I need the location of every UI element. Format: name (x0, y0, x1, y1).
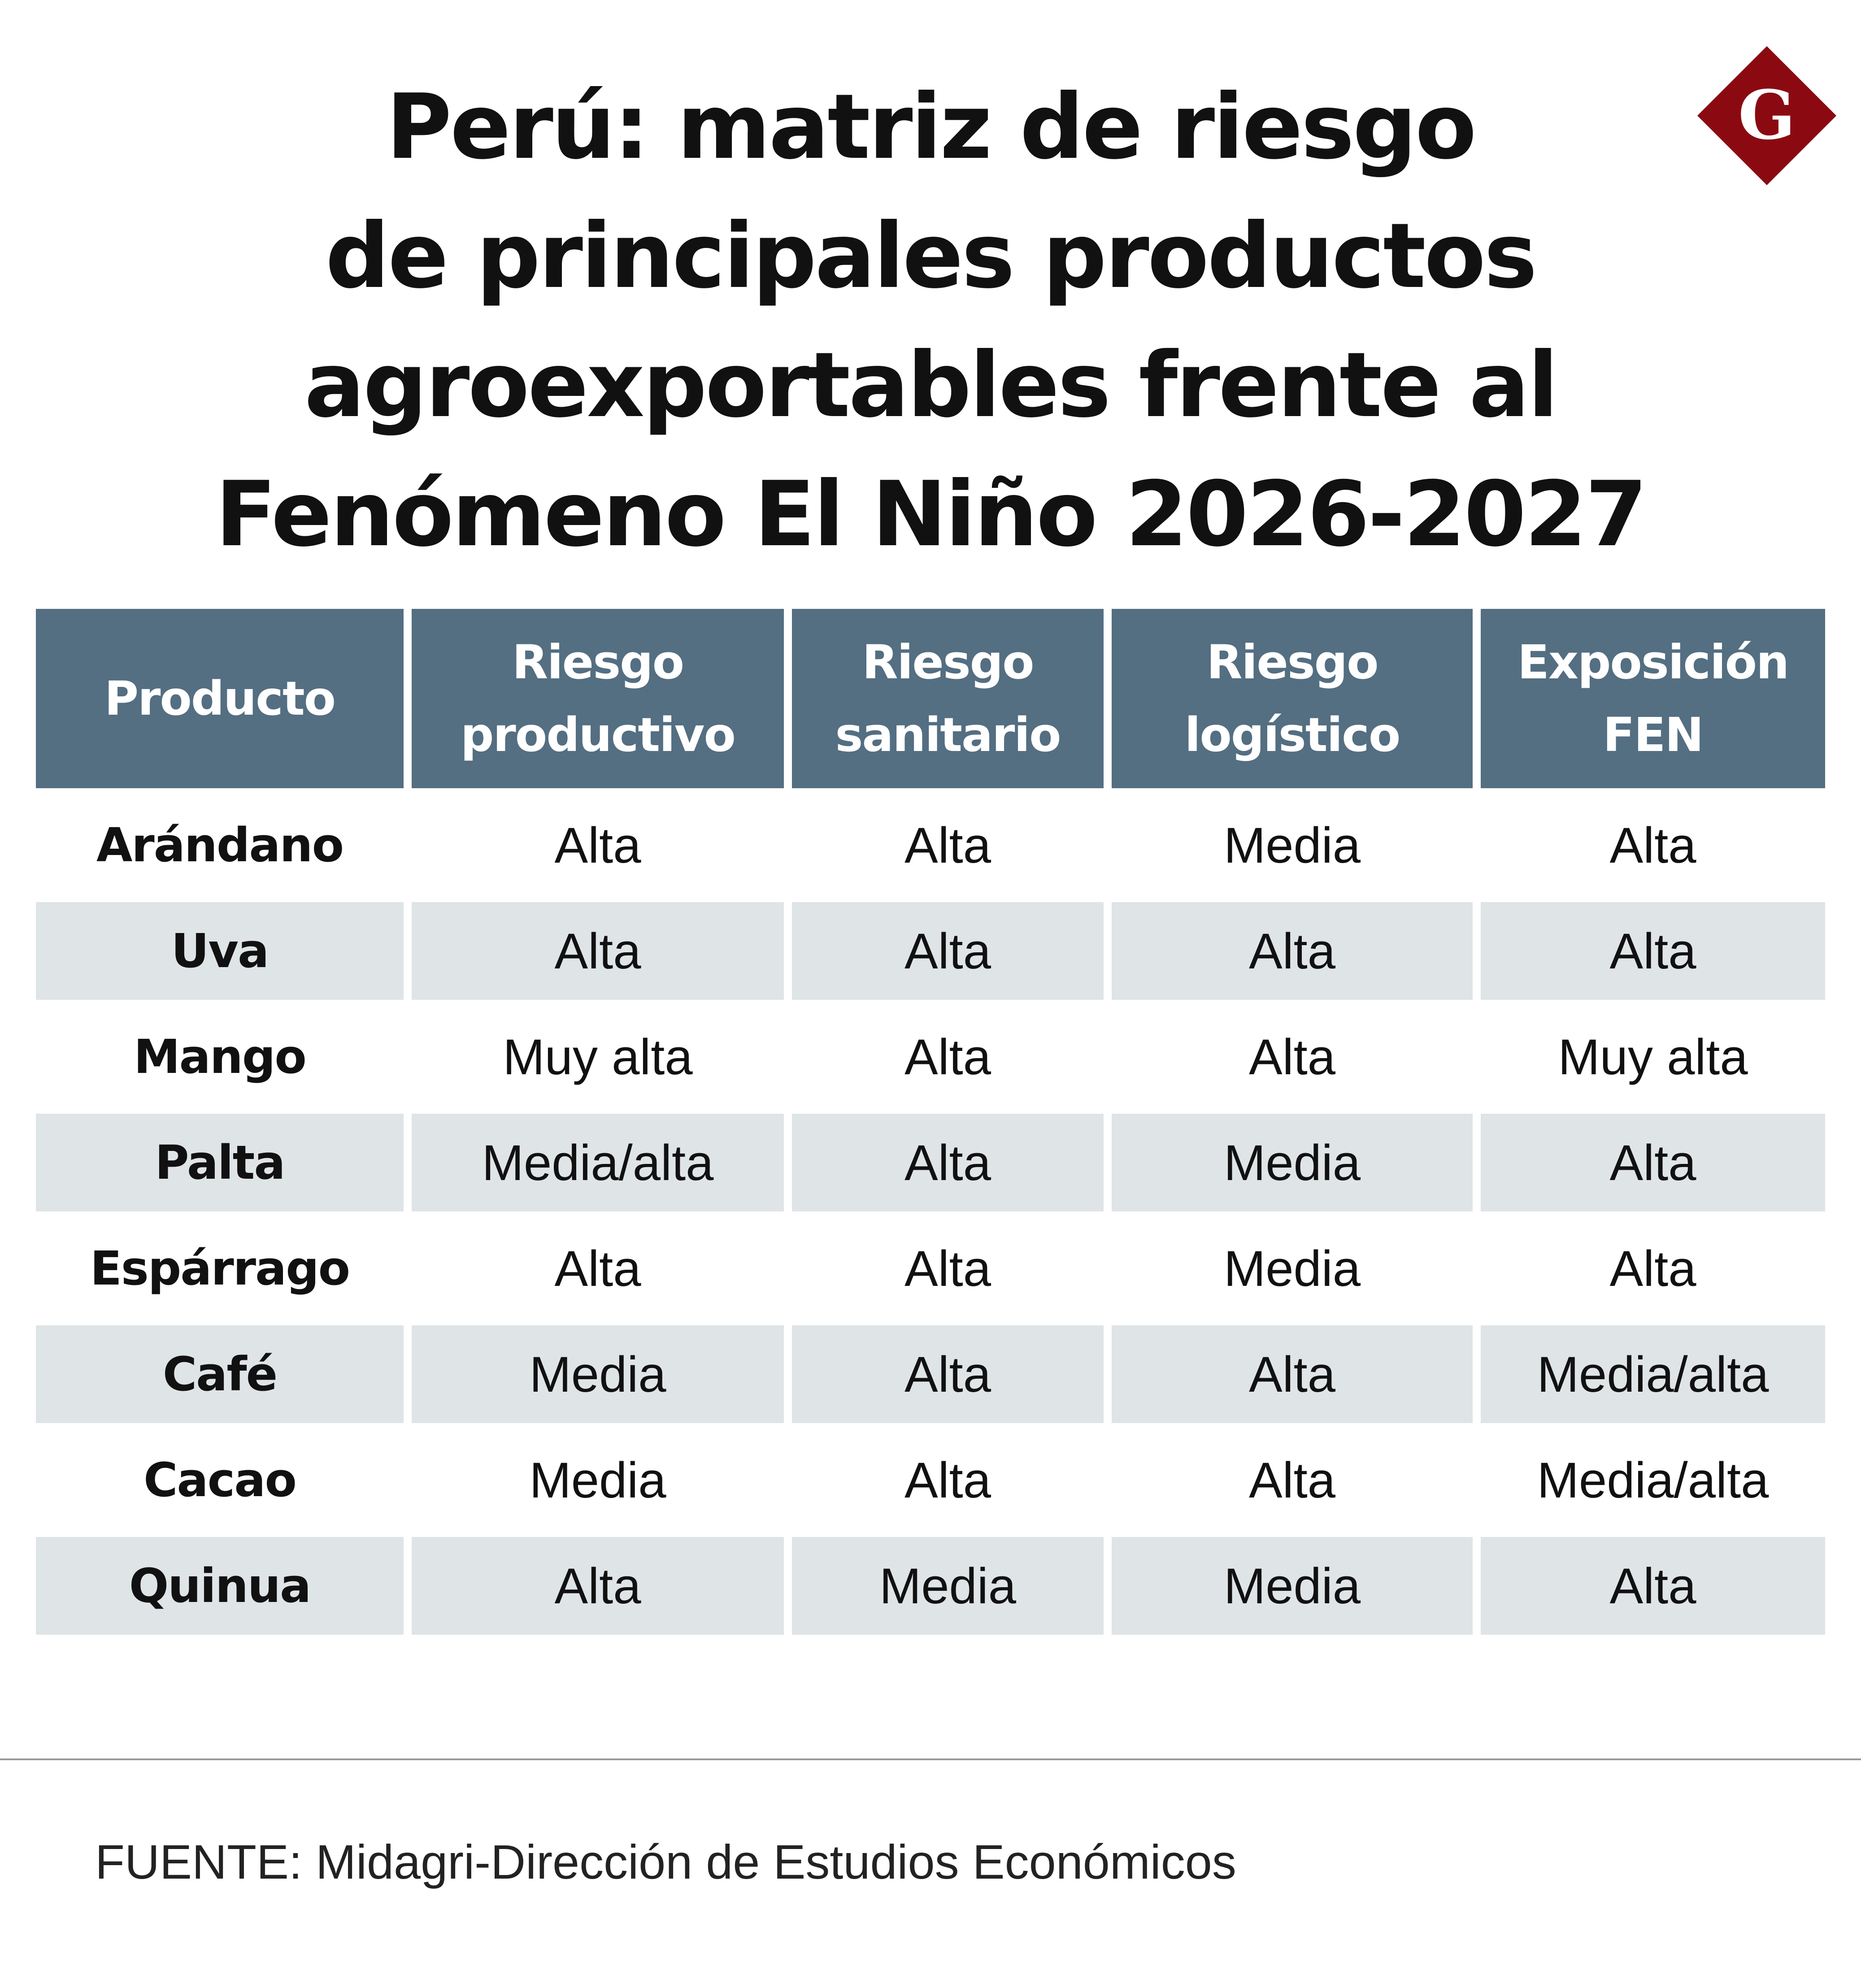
risk-value: Alta (904, 1452, 991, 1508)
product-name: Espárrago (90, 1241, 350, 1296)
risk-value: Alta (904, 817, 991, 873)
risk-value: Alta (792, 1114, 1104, 1211)
table-row: Café Media Alta Alta Media/alta (36, 1325, 1825, 1423)
risk-value: Media (1223, 817, 1361, 873)
risk-value: Media/alta (1481, 1325, 1825, 1423)
gestion-logo-icon: G (1697, 46, 1836, 185)
column-header-line: Riesgo (512, 635, 684, 690)
risk-value: Alta (554, 817, 641, 873)
product-name: Mango (134, 1029, 307, 1084)
table-header-row: Producto Riesgo productivo Riesgo sanitario R… (36, 609, 1825, 788)
column-header: Exposición FEN (1481, 609, 1825, 788)
column-header-line: Riesgo (862, 635, 1034, 690)
product-name: Palta (36, 1114, 404, 1211)
table-row: Uva Alta Alta Alta Alta (36, 902, 1825, 1000)
column-header: Riesgo sanitario (792, 609, 1104, 788)
column-header-line: logístico (1184, 708, 1401, 762)
risk-value: Media/alta (412, 1114, 784, 1211)
table-row: Arándano Alta Alta Media Alta (36, 796, 1825, 894)
risk-value: Alta (1481, 1537, 1825, 1635)
column-header-line: Producto (104, 671, 336, 726)
risk-value: Alta (792, 1325, 1104, 1423)
column-header: Riesgo logístico (1112, 609, 1473, 788)
table-row: Mango Muy alta Alta Alta Muy alta (36, 1008, 1825, 1106)
risk-value: Muy alta (1558, 1029, 1748, 1085)
source-note: FUENTE: Midagri-Dirección de Estudios Ec… (95, 1835, 1236, 1889)
risk-value: Alta (1481, 902, 1825, 1000)
risk-value: Alta (1249, 1452, 1335, 1508)
risk-value: Alta (1609, 1240, 1696, 1297)
risk-value: Media (1223, 1240, 1361, 1297)
title-line: agroexportables frente al (304, 333, 1559, 438)
title-line: Perú: matriz de riesgo (386, 75, 1477, 179)
risk-value: Alta (1112, 1325, 1473, 1423)
risk-value: Alta (904, 1029, 991, 1085)
risk-value: Media (792, 1537, 1104, 1635)
risk-value: Media/alta (1537, 1452, 1769, 1508)
risk-value: Alta (1112, 902, 1473, 1000)
table-row: Quinua Alta Media Media Alta (36, 1537, 1825, 1635)
risk-value: Media (1112, 1537, 1473, 1635)
column-header-line: productivo (461, 708, 736, 762)
column-header-line: FEN (1603, 708, 1704, 762)
table-row: Palta Media/alta Alta Media Alta (36, 1114, 1825, 1211)
risk-value: Alta (1481, 1114, 1825, 1211)
product-name: Cacao (143, 1453, 297, 1507)
risk-value: Alta (412, 902, 784, 1000)
risk-value: Alta (904, 1240, 991, 1297)
product-name: Uva (36, 902, 404, 1000)
column-header-line: Riesgo (1206, 635, 1378, 690)
risk-value: Muy alta (503, 1029, 693, 1085)
chart-title: Perú: matriz de riesgo de principales pr… (0, 63, 1861, 579)
risk-value: Media (1112, 1114, 1473, 1211)
divider (0, 1758, 1861, 1760)
risk-value: Alta (1249, 1029, 1335, 1085)
product-name: Quinua (36, 1537, 404, 1635)
title-line: de principales productos (325, 204, 1538, 308)
table-row: Cacao Media Alta Alta Media/alta (36, 1431, 1825, 1529)
risk-value: Alta (1609, 817, 1696, 873)
table-row: Espárrago Alta Alta Media Alta (36, 1220, 1825, 1317)
column-header-line: sanitario (835, 708, 1061, 762)
risk-value: Alta (554, 1240, 641, 1297)
product-name: Arándano (96, 818, 344, 872)
logo-letter: G (1738, 76, 1796, 155)
risk-matrix-table: Producto Riesgo productivo Riesgo sanitario R… (36, 609, 1825, 1643)
product-name: Café (36, 1325, 404, 1423)
risk-value: Media (529, 1452, 666, 1508)
column-header: Producto (36, 609, 404, 788)
column-header: Riesgo productivo (412, 609, 784, 788)
risk-value: Alta (792, 902, 1104, 1000)
column-header-line: Exposición (1517, 635, 1789, 690)
risk-value: Media (412, 1325, 784, 1423)
risk-value: Alta (412, 1537, 784, 1635)
title-line: Fenómeno El Niño 2026-2027 (215, 462, 1648, 567)
